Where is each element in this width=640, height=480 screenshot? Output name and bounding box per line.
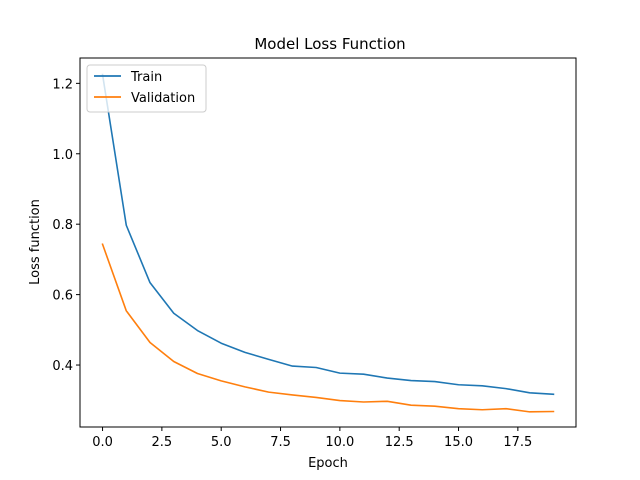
plot-area [79, 57, 577, 428]
x-axis-label: Epoch [308, 456, 348, 471]
legend: Train Validation [86, 64, 207, 113]
x-tick-label: 7.5 [270, 435, 291, 450]
y-tick-label: 0.6 [52, 289, 73, 304]
axes-frame [79, 57, 577, 428]
series-line-train [101, 73, 555, 396]
y-axis-label: Loss function [28, 199, 43, 285]
x-tick-label: 15.0 [444, 435, 473, 450]
x-tick-label: 5.0 [211, 435, 232, 450]
x-tick-label: 12.5 [385, 435, 414, 450]
series-line-validation [101, 243, 555, 413]
y-tick-label: 1.0 [52, 148, 73, 163]
legend-label-train: Train [130, 70, 162, 85]
chart-title: Model Loss Function [254, 35, 405, 53]
y-axis-ticks: 0.4 0.6 0.8 1.0 1.2 [52, 77, 80, 374]
y-tick-label: 0.8 [52, 218, 73, 233]
x-tick-label: 0.0 [92, 435, 113, 450]
x-tick-label: 2.5 [152, 435, 173, 450]
x-axis-ticks: 0.0 2.5 5.0 7.5 10.0 12.5 15.0 17.5 [92, 427, 532, 450]
y-tick-label: 0.4 [52, 359, 73, 374]
legend-label-validation: Validation [131, 91, 195, 106]
x-tick-label: 17.5 [503, 435, 532, 450]
series-lines [101, 73, 555, 413]
y-tick-label: 1.2 [52, 77, 73, 92]
x-tick-label: 10.0 [325, 435, 354, 450]
